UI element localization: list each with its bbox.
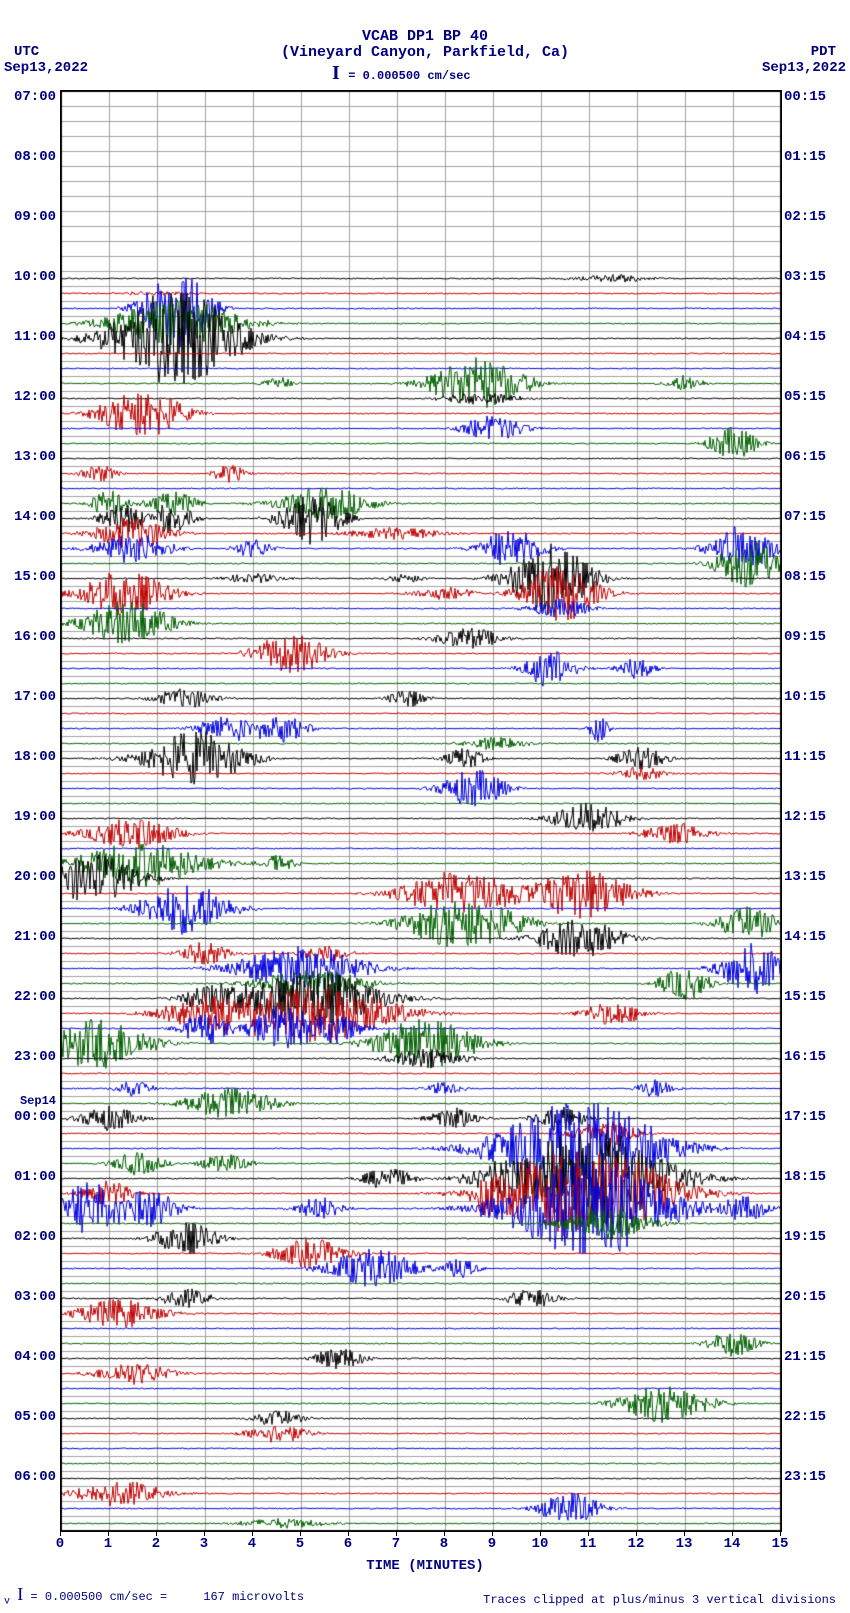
- local-time-label: 06:15: [784, 449, 826, 465]
- seismogram-page: VCAB DP1 BP 40 (Vineyard Canyon, Parkfie…: [0, 0, 850, 1613]
- local-time-label: 17:15: [784, 1109, 826, 1125]
- x-tick-label: 13: [674, 1536, 694, 1552]
- local-time-label: 22:15: [784, 1409, 826, 1425]
- local-date: Sep13,2022: [762, 60, 846, 76]
- utc-time-label: 20:00: [14, 869, 56, 885]
- utc-time-label: 07:00: [14, 89, 56, 105]
- local-time-label: 18:15: [784, 1169, 826, 1185]
- utc-time-label: Sep14: [20, 1094, 56, 1108]
- x-tick-label: 0: [50, 1536, 70, 1552]
- local-label: PDT: [811, 44, 836, 60]
- local-time-label: 00:15: [784, 89, 826, 105]
- utc-time-label: 11:00: [14, 329, 56, 345]
- local-time-label: 03:15: [784, 269, 826, 285]
- x-axis-title: TIME (MINUTES): [0, 1558, 850, 1574]
- x-tick-label: 5: [290, 1536, 310, 1552]
- utc-time-label: 14:00: [14, 509, 56, 525]
- utc-time-label: 21:00: [14, 929, 56, 945]
- footer-cursor-sub: v: [4, 1596, 10, 1607]
- x-tick-label: 8: [434, 1536, 454, 1552]
- utc-time-label: 09:00: [14, 209, 56, 225]
- local-time-label: 01:15: [784, 149, 826, 165]
- utc-time-label: 03:00: [14, 1289, 56, 1305]
- footer-left: v I = 0.000500 cm/sec = 167 microvolts: [4, 1584, 304, 1607]
- utc-time-label: 06:00: [14, 1469, 56, 1485]
- local-time-label: 10:15: [784, 689, 826, 705]
- footer-left-prefix: = 0.000500 cm/sec =: [30, 1590, 167, 1604]
- local-time-label: 07:15: [784, 509, 826, 525]
- local-time-label: 19:15: [784, 1229, 826, 1245]
- local-time-label: 02:15: [784, 209, 826, 225]
- footer-left-value: 167 microvolts: [203, 1590, 304, 1604]
- utc-time-label: 18:00: [14, 749, 56, 765]
- local-time-label: 05:15: [784, 389, 826, 405]
- seismogram-plot: [60, 90, 782, 1532]
- utc-time-label: 13:00: [14, 449, 56, 465]
- x-tick-label: 15: [770, 1536, 790, 1552]
- utc-time-label: 16:00: [14, 629, 56, 645]
- footer-cursor-icon: I: [17, 1584, 23, 1604]
- utc-label: UTC: [14, 44, 39, 60]
- local-time-label: 12:15: [784, 809, 826, 825]
- utc-time-label: 22:00: [14, 989, 56, 1005]
- utc-time-label: 10:00: [14, 269, 56, 285]
- local-time-label: 08:15: [784, 569, 826, 585]
- x-tick-label: 4: [242, 1536, 262, 1552]
- utc-time-label: 00:00: [14, 1109, 56, 1125]
- utc-time-label: 01:00: [14, 1169, 56, 1185]
- local-time-label: 23:15: [784, 1469, 826, 1485]
- local-time-label: 09:15: [784, 629, 826, 645]
- x-tick-label: 1: [98, 1536, 118, 1552]
- utc-time-label: 23:00: [14, 1049, 56, 1065]
- footer-right: Traces clipped at plus/minus 3 vertical …: [483, 1593, 836, 1607]
- local-time-label: 20:15: [784, 1289, 826, 1305]
- local-time-label: 13:15: [784, 869, 826, 885]
- utc-time-label: 17:00: [14, 689, 56, 705]
- x-tick-label: 12: [626, 1536, 646, 1552]
- utc-date: Sep13,2022: [4, 60, 88, 76]
- local-time-label: 14:15: [784, 929, 826, 945]
- utc-time-label: 04:00: [14, 1349, 56, 1365]
- x-tick-label: 14: [722, 1536, 742, 1552]
- utc-time-label: 05:00: [14, 1409, 56, 1425]
- local-time-label: 15:15: [784, 989, 826, 1005]
- utc-time-label: 19:00: [14, 809, 56, 825]
- x-tick-label: 10: [530, 1536, 550, 1552]
- x-tick-label: 3: [194, 1536, 214, 1552]
- title-line2: (Vineyard Canyon, Parkfield, Ca): [0, 44, 850, 61]
- utc-time-label: 15:00: [14, 569, 56, 585]
- x-tick-label: 7: [386, 1536, 406, 1552]
- utc-time-label: 02:00: [14, 1229, 56, 1245]
- utc-time-label: 12:00: [14, 389, 56, 405]
- x-tick-label: 11: [578, 1536, 598, 1552]
- local-time-label: 04:15: [784, 329, 826, 345]
- local-time-label: 21:15: [784, 1349, 826, 1365]
- x-tick-label: 6: [338, 1536, 358, 1552]
- scale-cursor-icon: I = 0.000500 cm/sec: [332, 62, 471, 85]
- local-time-label: 16:15: [784, 1049, 826, 1065]
- utc-time-label: 08:00: [14, 149, 56, 165]
- x-tick-label: 2: [146, 1536, 166, 1552]
- title-line1: VCAB DP1 BP 40: [0, 28, 850, 45]
- local-time-label: 11:15: [784, 749, 826, 765]
- x-tick-label: 9: [482, 1536, 502, 1552]
